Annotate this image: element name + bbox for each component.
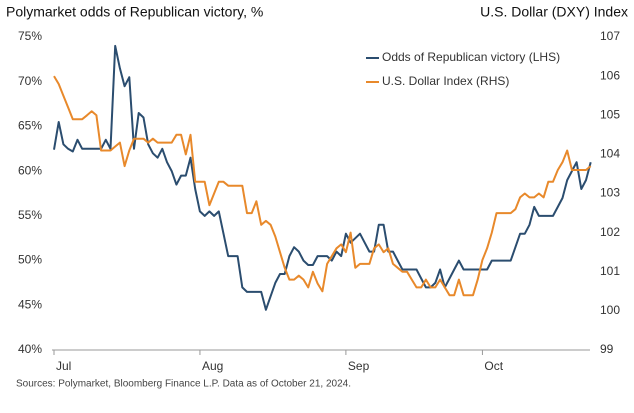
x-tick-label: Jul <box>56 359 71 373</box>
y-tick-label: 55% <box>18 208 42 222</box>
y-tick-label: 60% <box>18 163 42 177</box>
y2-tick-label: 107 <box>600 29 620 43</box>
y-tick-label: 45% <box>18 297 42 311</box>
y2-tick-label: 102 <box>600 225 620 239</box>
y-tick-label: 70% <box>18 74 42 88</box>
y2-tick-label: 106 <box>600 68 620 82</box>
x-tick-label: Sep <box>348 359 370 373</box>
x-tick-label: Aug <box>202 359 223 373</box>
y-tick-label: 40% <box>18 342 42 356</box>
chart-title: Polymarket odds of Republican victory, % <box>6 4 263 20</box>
y-tick-label: 50% <box>18 253 42 267</box>
y2-axis-title: U.S. Dollar (DXY) Index <box>480 4 628 20</box>
y-tick-label: 75% <box>18 29 42 43</box>
source-note: Sources: Polymarket, Bloomberg Finance L… <box>16 379 351 390</box>
series-line <box>53 44 592 311</box>
legend-label: Odds of Republican victory (LHS) <box>382 50 560 64</box>
x-tick-label: Oct <box>484 359 503 373</box>
series-line <box>53 75 592 297</box>
y2-tick-label: 105 <box>600 107 620 121</box>
y2-tick-label: 101 <box>600 264 620 278</box>
y2-tick-label: 104 <box>600 147 620 161</box>
y-tick-label: 65% <box>18 119 42 133</box>
y2-tick-label: 103 <box>600 186 620 200</box>
y2-tick-label: 99 <box>600 342 614 356</box>
legend-label: U.S. Dollar Index (RHS) <box>382 74 509 88</box>
y2-tick-label: 100 <box>600 303 620 317</box>
